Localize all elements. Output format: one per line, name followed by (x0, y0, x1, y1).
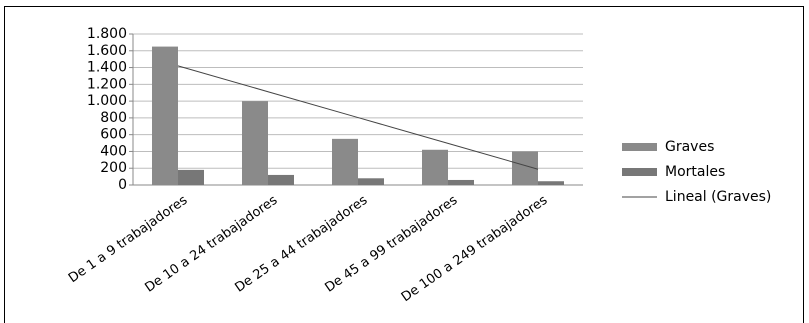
trend-line (177, 65, 539, 170)
bar (152, 46, 178, 186)
x-tick-label: De 100 a 249 trabajadores (399, 193, 551, 305)
bar (358, 178, 384, 185)
bar (538, 181, 564, 185)
y-tick-label: 600 (100, 127, 127, 143)
y-tick-label: 400 (100, 143, 127, 159)
y-tick-label: 1.200 (87, 76, 127, 92)
legend-label: Lineal (Graves) (665, 189, 771, 205)
y-tick-label: 200 (100, 160, 127, 176)
bar (332, 138, 358, 185)
bar (448, 179, 474, 185)
legend-label: Mortales (665, 164, 725, 180)
bar (178, 169, 204, 185)
y-tick-label: 1.000 (87, 93, 127, 109)
y-tick-label: 800 (100, 110, 127, 126)
legend-swatch (622, 143, 657, 151)
bar (242, 101, 268, 185)
bar (268, 174, 294, 185)
y-tick-label: 0 (118, 177, 127, 193)
y-tick-label: 1.600 (87, 43, 127, 59)
y-tick-label: 1.400 (87, 60, 127, 76)
bar (422, 149, 448, 185)
legend-swatch (622, 168, 657, 176)
legend-label: Graves (665, 139, 714, 155)
y-tick-label: 1.800 (87, 26, 127, 42)
chart-border (4, 6, 804, 323)
